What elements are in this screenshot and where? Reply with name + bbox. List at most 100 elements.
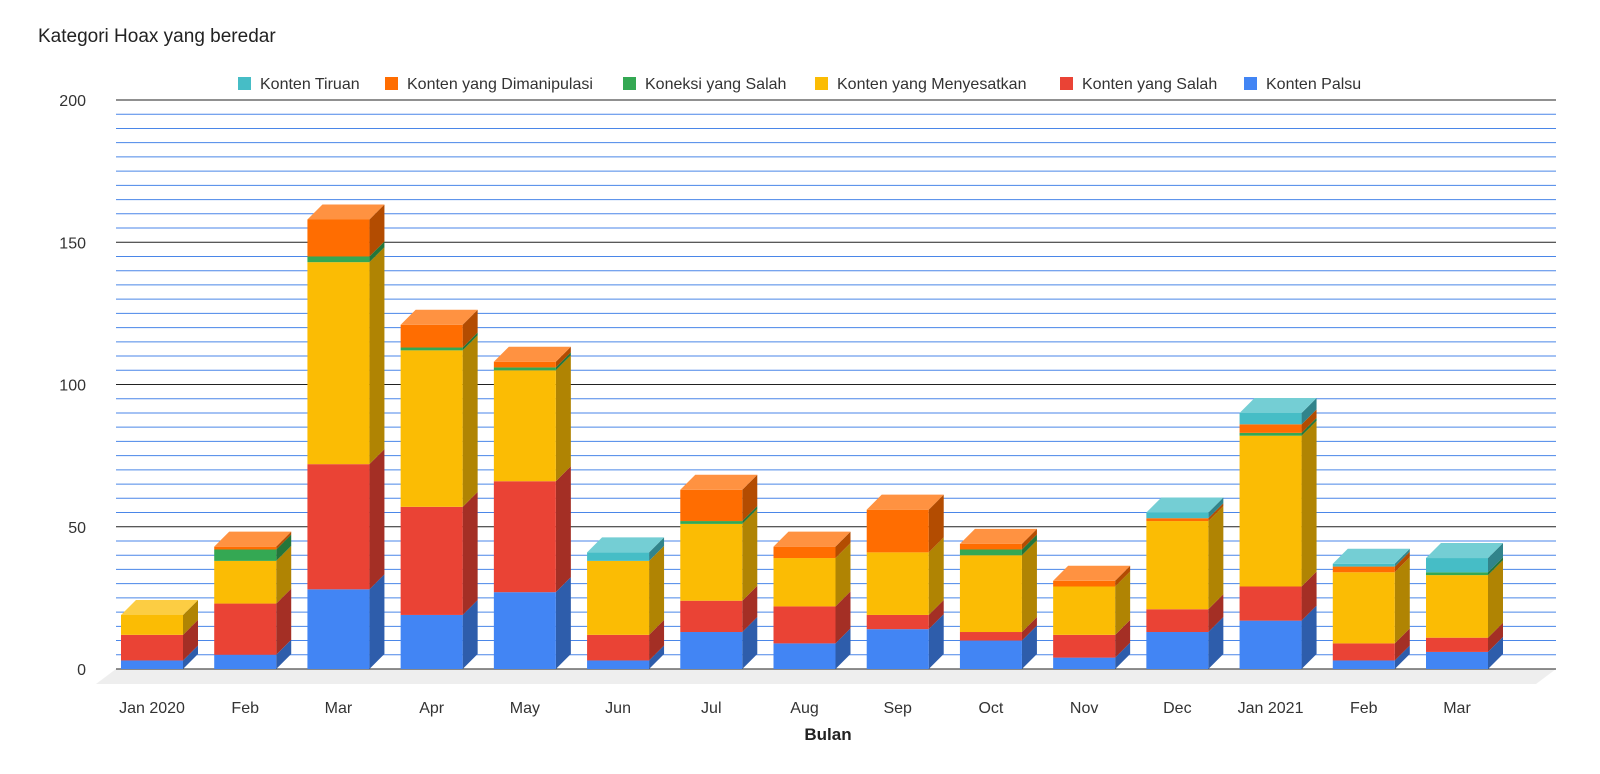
bar-segment [773, 558, 836, 607]
bar-segment-side [1488, 560, 1503, 638]
x-tick-label: Dec [1163, 700, 1191, 717]
bar-segment [587, 634, 650, 661]
bar-segment [121, 634, 183, 661]
bar-segment-side [1208, 594, 1224, 633]
bar-segment-side [276, 534, 292, 561]
bar-segment [214, 603, 277, 655]
bar-segment [400, 350, 463, 507]
bar-segment-side [369, 574, 385, 669]
x-tick-label: May [510, 700, 540, 717]
bar-segment [121, 614, 183, 635]
legend-swatch [238, 77, 251, 90]
x-tick-label: Apr [419, 700, 445, 717]
bar-segment [493, 367, 556, 371]
bar-segment [1239, 424, 1302, 433]
legend-swatch [1244, 77, 1257, 90]
bar-segment [400, 347, 463, 351]
bar-segment [1239, 412, 1302, 425]
bar-segment [1239, 586, 1302, 621]
bar-segment-side [462, 332, 478, 351]
bar-segment [1332, 643, 1395, 661]
x-tick-label: Jun [605, 700, 631, 717]
bar-top [587, 537, 665, 553]
bar-segment [959, 640, 1022, 669]
legend-label: Konten Tiruan [260, 76, 360, 93]
bar-segment-side [1021, 540, 1037, 633]
bar-segment [1332, 572, 1395, 644]
bar-segment [493, 481, 556, 593]
bar-segment [493, 592, 556, 669]
x-axis-title: Bulan [804, 725, 851, 744]
bar-segment [680, 632, 743, 669]
bar-segment-side [649, 545, 665, 635]
bar-segment [587, 660, 650, 669]
bar-segment-side [1021, 528, 1037, 550]
bar-top [214, 531, 292, 547]
bar-segment-side [649, 619, 665, 661]
bar-segment [680, 489, 743, 522]
legend-label: Konten yang Salah [1082, 76, 1217, 93]
bar-segment-side [1488, 557, 1503, 576]
legend-label: Konten Palsu [1266, 76, 1361, 93]
bar-segment-side [649, 645, 665, 669]
bar-segment-side [555, 466, 571, 593]
bar-segment-side [1301, 571, 1317, 621]
bar-segment-side [1488, 636, 1503, 669]
bar-segment [121, 660, 183, 669]
bar-segment-side [1301, 409, 1317, 433]
bar-segment [1332, 566, 1395, 573]
bar-segment-side [462, 309, 478, 348]
bar-top [493, 346, 571, 362]
x-tick-label: Sep [883, 700, 912, 717]
bar-segment-side [1115, 571, 1131, 635]
bar-segment [214, 549, 277, 561]
bar-segment [680, 523, 743, 601]
bar-segment-side [835, 628, 851, 669]
bar-segment-side [1208, 506, 1224, 610]
bar-top [307, 204, 385, 220]
bar-segment [214, 560, 277, 604]
bar-segment [1053, 580, 1116, 587]
bar-segment [1146, 632, 1209, 669]
bar-segment [1239, 435, 1302, 587]
bar-segment [307, 464, 370, 590]
bar-top [1239, 397, 1317, 413]
legend-label: Konten yang Dimanipulasi [407, 76, 593, 93]
bar-segment [1053, 586, 1116, 635]
bar-segment [773, 643, 836, 669]
bar-segment [400, 506, 463, 615]
bar-segment-side [928, 537, 944, 615]
bar-segment-side [1115, 565, 1131, 587]
bar-segment-side [1301, 397, 1317, 425]
bar-segment-side [183, 645, 198, 669]
bar-segment-side [835, 531, 851, 559]
bar-segment-side [183, 599, 198, 635]
bar-segment [866, 509, 929, 553]
bar-segment-side [835, 543, 851, 607]
bar-segment-side [1021, 534, 1037, 556]
bar-top [866, 494, 944, 510]
bar-top [680, 474, 758, 490]
bar-segment-side [835, 591, 851, 644]
legend-swatch [385, 77, 398, 90]
x-tick-label: Feb [231, 700, 259, 717]
bar-segment-side [183, 619, 198, 661]
bar-segment [866, 614, 929, 630]
bar-segment [1332, 563, 1395, 567]
bar-segment [1426, 572, 1488, 576]
bar-segment [307, 589, 370, 669]
x-tick-label: Nov [1070, 700, 1098, 717]
bar-segment-side [742, 508, 758, 601]
bar-segment-side [1394, 551, 1410, 573]
bar-top [1053, 565, 1131, 581]
bar-segment [866, 552, 929, 615]
bar-segment [959, 543, 1022, 550]
bar-segment-side [276, 588, 292, 655]
bar-segment [493, 361, 556, 368]
bar-segment [214, 546, 277, 550]
bar-segment [307, 262, 370, 465]
bar-top [1426, 543, 1503, 559]
bar-segment-side [276, 531, 292, 550]
